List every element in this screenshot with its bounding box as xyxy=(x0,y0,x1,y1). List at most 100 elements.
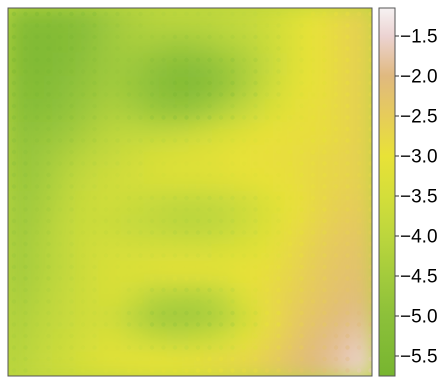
heatmap-cell xyxy=(98,352,123,376)
heatmap-cell xyxy=(52,53,78,78)
heatmap-cell xyxy=(280,53,305,78)
heatmap-dot xyxy=(138,276,143,281)
heatmap-cell xyxy=(189,214,214,239)
heatmap-dot xyxy=(333,356,339,362)
heatmap-dot xyxy=(368,57,372,63)
heatmap-dot xyxy=(92,264,97,270)
heatmap-cell xyxy=(211,283,237,308)
heatmap-cell xyxy=(234,145,260,170)
heatmap-cell xyxy=(75,237,100,262)
heatmap-dot xyxy=(161,149,166,155)
heatmap-cell xyxy=(143,214,169,239)
heatmap-dot xyxy=(230,23,235,28)
heatmap-dot xyxy=(310,207,316,212)
heatmap-cell xyxy=(211,8,237,32)
heatmap-dot xyxy=(92,149,97,155)
heatmap-dot xyxy=(149,11,155,17)
heatmap-dot xyxy=(138,310,143,316)
heatmap-dot xyxy=(207,218,212,224)
heatmap-dot xyxy=(264,161,270,166)
heatmap-dot xyxy=(241,34,247,40)
heatmap-dot xyxy=(138,172,143,178)
heatmap-dot xyxy=(161,69,166,74)
heatmap-dot xyxy=(115,333,120,339)
heatmap-dot xyxy=(161,276,166,281)
heatmap-cell xyxy=(8,122,32,147)
heatmap-dot xyxy=(34,322,40,327)
heatmap-dot xyxy=(115,207,120,212)
heatmap-dot xyxy=(11,310,17,316)
heatmap-dot xyxy=(161,103,166,109)
heatmap-dot xyxy=(11,322,17,327)
heatmap-dot xyxy=(299,115,304,120)
heatmap-dot xyxy=(149,23,155,28)
heatmap-dot xyxy=(264,126,270,132)
heatmap-dot xyxy=(92,184,97,189)
heatmap-dot xyxy=(218,333,224,339)
heatmap-dot xyxy=(322,23,327,28)
heatmap-dot xyxy=(184,80,189,86)
heatmap-dot xyxy=(299,172,304,178)
heatmap-dot xyxy=(276,287,281,293)
heatmap-dot xyxy=(161,264,166,270)
heatmap-cell xyxy=(348,99,372,124)
heatmap-dot xyxy=(310,253,316,258)
heatmap-dot xyxy=(322,241,327,247)
heatmap-dot xyxy=(92,11,97,17)
heatmap-dot xyxy=(276,57,281,63)
heatmap-cell xyxy=(189,168,214,193)
heatmap-dot xyxy=(207,345,212,350)
heatmap-dot xyxy=(138,57,143,63)
heatmap-dot xyxy=(287,207,293,212)
heatmap-cell xyxy=(166,76,191,101)
heatmap-dot xyxy=(218,92,224,97)
heatmap-dot xyxy=(69,172,74,178)
colorbar-ticks: −1.5 −2.0 −2.5 −3.0 −3.5 −4.0 −4.5 −5.0 −5.5 xyxy=(395,27,438,368)
heatmap-dot xyxy=(310,11,316,17)
heatmap-dot xyxy=(115,92,120,97)
heatmap-dot xyxy=(115,172,120,178)
heatmap-cell xyxy=(302,99,328,124)
heatmap-cell xyxy=(8,168,32,193)
heatmap-dot xyxy=(11,368,17,373)
heatmap-dot xyxy=(80,34,86,40)
heatmap-cell xyxy=(52,122,78,147)
heatmap-dot xyxy=(356,80,362,86)
heatmap-dot xyxy=(241,138,247,143)
heatmap-cell xyxy=(98,306,123,331)
heatmap-dot xyxy=(276,299,281,304)
heatmap-dot xyxy=(299,149,304,155)
heatmap-dot xyxy=(34,264,40,270)
heatmap-dot xyxy=(103,230,109,235)
colorbar-tick-label: −5.5 xyxy=(400,347,438,368)
heatmap-dot xyxy=(264,184,270,189)
heatmap-dot xyxy=(80,126,86,132)
heatmap-dot xyxy=(299,322,304,327)
heatmap-dot xyxy=(287,230,293,235)
heatmap-dot xyxy=(23,172,28,178)
heatmap-dot xyxy=(310,34,316,40)
heatmap-dot xyxy=(368,69,372,74)
heatmap-dot xyxy=(195,195,201,201)
heatmap-dot xyxy=(345,34,350,40)
heatmap-dot xyxy=(172,34,178,40)
heatmap-dot xyxy=(195,184,201,189)
heatmap-cell xyxy=(234,352,260,376)
heatmap-cell xyxy=(257,237,282,262)
heatmap-dot xyxy=(310,218,316,224)
heatmap-dot xyxy=(11,345,17,350)
heatmap-dot xyxy=(115,138,120,143)
heatmap-dot xyxy=(126,322,132,327)
heatmap-cell xyxy=(143,306,169,331)
heatmap-cell xyxy=(166,30,191,55)
heatmap-cell xyxy=(8,214,32,239)
heatmap-dot xyxy=(253,322,258,327)
heatmap-dot xyxy=(276,333,281,339)
heatmap-dot xyxy=(368,310,372,316)
heatmap-cell xyxy=(75,191,100,216)
heatmap-dot xyxy=(207,184,212,189)
heatmap-dot xyxy=(11,115,17,120)
heatmap-cell xyxy=(211,352,237,376)
heatmap-dot xyxy=(345,218,350,224)
